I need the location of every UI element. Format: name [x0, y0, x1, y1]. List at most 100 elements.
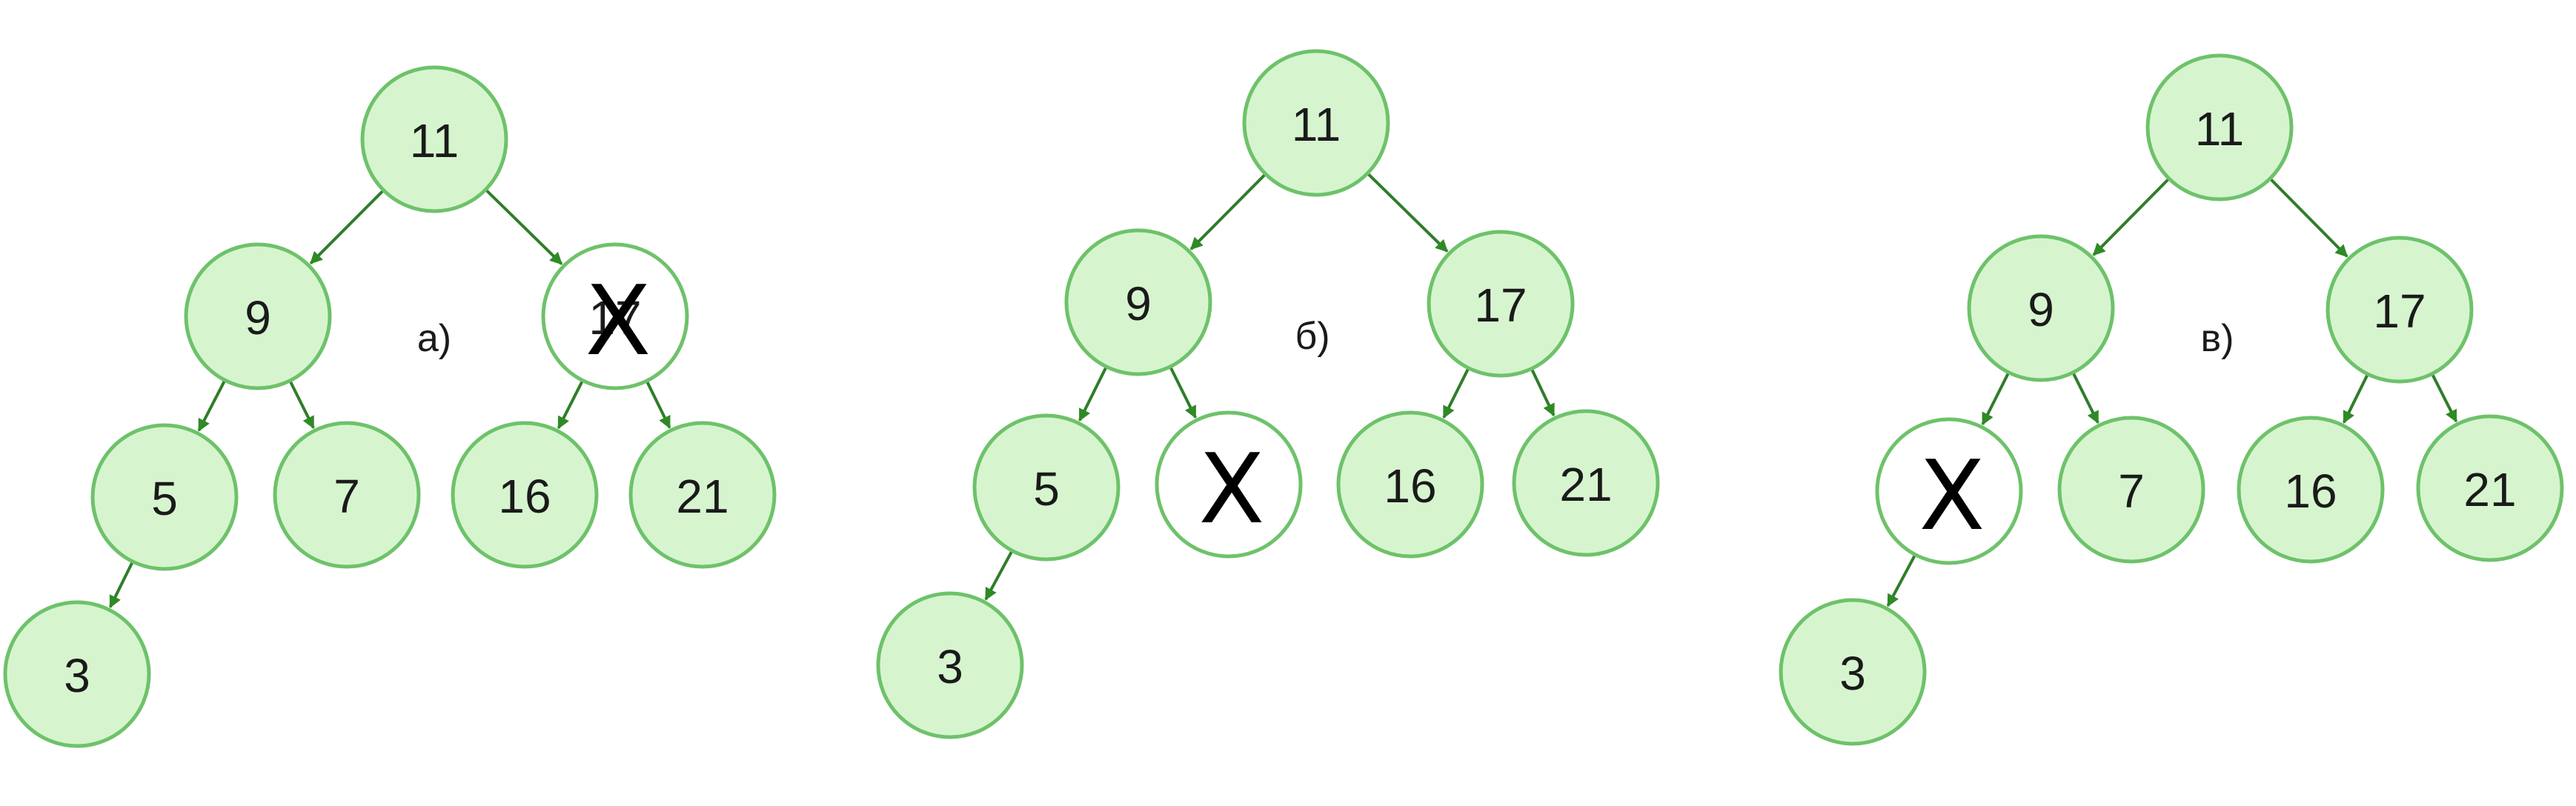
tree-node-label: 11: [410, 114, 459, 167]
tree-node-circle: [2145, 53, 2294, 202]
tree-node-n9: 9: [1064, 228, 1212, 376]
tree-node-n7: 7: [2057, 416, 2205, 564]
tree-node-n7: X: [1155, 410, 1303, 559]
panel-label: а): [417, 317, 451, 360]
tree-node-n16: 16: [1336, 410, 1484, 559]
tree-node-label: 9: [1125, 277, 1152, 330]
tree-node-n11: 11: [360, 65, 508, 213]
tree-node-n16: 16: [2237, 416, 2385, 564]
tree-node-n17: 17X: [541, 242, 689, 390]
tree-edge-n9-n5: [1078, 366, 1108, 422]
tree-node-label: 21: [1559, 458, 1612, 511]
tree-node-n7: 7: [273, 421, 421, 569]
tree-node-n21: 21: [628, 421, 777, 569]
tree-node-circle: [451, 421, 599, 569]
tree-panel-3: 11 9 17 X 7 16 21 3 в): [1779, 53, 2564, 746]
tree-node-n3: 3: [1779, 598, 1927, 746]
tree-node-n16: 16: [451, 421, 599, 569]
tree-panel-1: 11 9 17X 5 7 16 21 3 а): [3, 65, 777, 748]
tree-node-label: 16: [498, 470, 551, 523]
tree-node-label: 9: [2028, 283, 2054, 336]
tree-edge-n11-n9: [1189, 173, 1267, 250]
tree-edge-n11-n17: [484, 188, 563, 265]
tree-node-n3: 3: [876, 591, 1024, 739]
tree-node-n17: 17: [1427, 230, 1575, 378]
tree-node-label: 3: [1839, 647, 1866, 700]
panel-label: в): [2201, 317, 2234, 360]
tree-node-circle: [273, 421, 421, 569]
tree-node-circle: [2237, 416, 2385, 564]
tree-edge-n9-n5: [197, 379, 227, 432]
tree-node-n21: 21: [2416, 414, 2564, 562]
tree-node-n9: 9: [1967, 234, 2115, 382]
tree-node-n21: 21: [1512, 409, 1660, 557]
tree-panel-2: 11 9 17 5 X 16 21 3 б): [876, 49, 1660, 739]
tree-edge-n17-n16: [2342, 373, 2369, 424]
tree-edge-n5-n3: [108, 561, 134, 608]
tree-node-label: 7: [333, 470, 360, 523]
tree-node-label: 7: [2118, 464, 2145, 518]
tree-node-n17: 17: [2326, 236, 2474, 384]
tree-node-n11: 11: [2145, 53, 2294, 202]
tree-node-circle: [3, 600, 151, 748]
tree-node-label: 17: [588, 291, 641, 344]
tree-edge-n17-n21: [2431, 373, 2458, 423]
tree-edge-n9-n7: [2071, 371, 2099, 424]
tree-edge-n11-n9: [309, 189, 385, 264]
tree-edge-n11-n17: [2268, 177, 2348, 258]
tree-node-label: 16: [2284, 464, 2337, 518]
tree-node-label: 9: [245, 291, 271, 344]
tree-node-circle: [1875, 417, 2023, 565]
tree-edge-n17-n21: [1530, 367, 1556, 417]
tree-node-n9: 9: [184, 242, 332, 390]
tree-node-label: 17: [1474, 279, 1527, 332]
tree-node-label: 3: [937, 640, 963, 693]
tree-node-label: 5: [151, 472, 178, 525]
tree-node-label: 11: [2195, 102, 2244, 156]
tree-node-circle: [1779, 598, 1927, 746]
tree-node-circle: [1064, 228, 1212, 376]
tree-node-circle: [972, 413, 1121, 562]
tree-node-n5: 5: [90, 423, 239, 571]
tree-edge-n17-n16: [557, 379, 584, 430]
tree-node-circle: [1427, 230, 1575, 378]
tree-node-n5: 5: [972, 413, 1121, 562]
removed-cross-mark: X: [1919, 439, 1985, 552]
tree-node-circle: [2416, 414, 2564, 562]
tree-edge-n17-n16: [1442, 367, 1470, 419]
tree-node-circle: [90, 423, 239, 571]
removed-cross-mark: X: [585, 264, 651, 377]
tree-node-label: 3: [64, 649, 90, 702]
tree-node-circle: [2326, 236, 2474, 384]
tree-node-n3: 3: [3, 600, 151, 748]
tree-node-circle: [1242, 49, 1390, 197]
tree-node-circle: [876, 591, 1024, 739]
tree-node-circle: [360, 65, 508, 213]
tree-node-n5: X: [1875, 417, 2023, 565]
tree-edge-n11-n17: [1366, 172, 1449, 253]
tree-node-n11: 11: [1242, 49, 1390, 197]
tree-node-circle: [628, 421, 777, 569]
tree-edge-n9-n7: [1169, 366, 1197, 419]
removed-cross-mark: X: [1198, 433, 1264, 545]
tree-node-circle: [1512, 409, 1660, 557]
tree-node-circle: [1967, 234, 2115, 382]
tree-edge-n11-n9: [2092, 177, 2171, 256]
tree-edge-n17-n21: [645, 380, 671, 429]
tree-node-label: 5: [1033, 462, 1060, 516]
tree-node-circle: [1155, 410, 1303, 559]
tree-edge-n9-n7: [288, 379, 315, 430]
tree-node-label: 16: [1384, 459, 1436, 513]
tree-edge-n9-n5: [1981, 371, 2011, 426]
tree-node-circle: [2057, 416, 2205, 564]
tree-node-circle: [184, 242, 332, 390]
panel-label: б): [1295, 315, 1330, 358]
tree-node-label: 21: [676, 470, 728, 523]
tree-node-circle: [1336, 410, 1484, 559]
tree-node-label: 17: [2373, 284, 2426, 338]
tree-node-label: 11: [1292, 98, 1341, 151]
tree-node-circle: [541, 242, 689, 390]
tree-edge-n5-n3: [1886, 553, 1917, 607]
tree-edge-n5-n3: [984, 550, 1014, 601]
